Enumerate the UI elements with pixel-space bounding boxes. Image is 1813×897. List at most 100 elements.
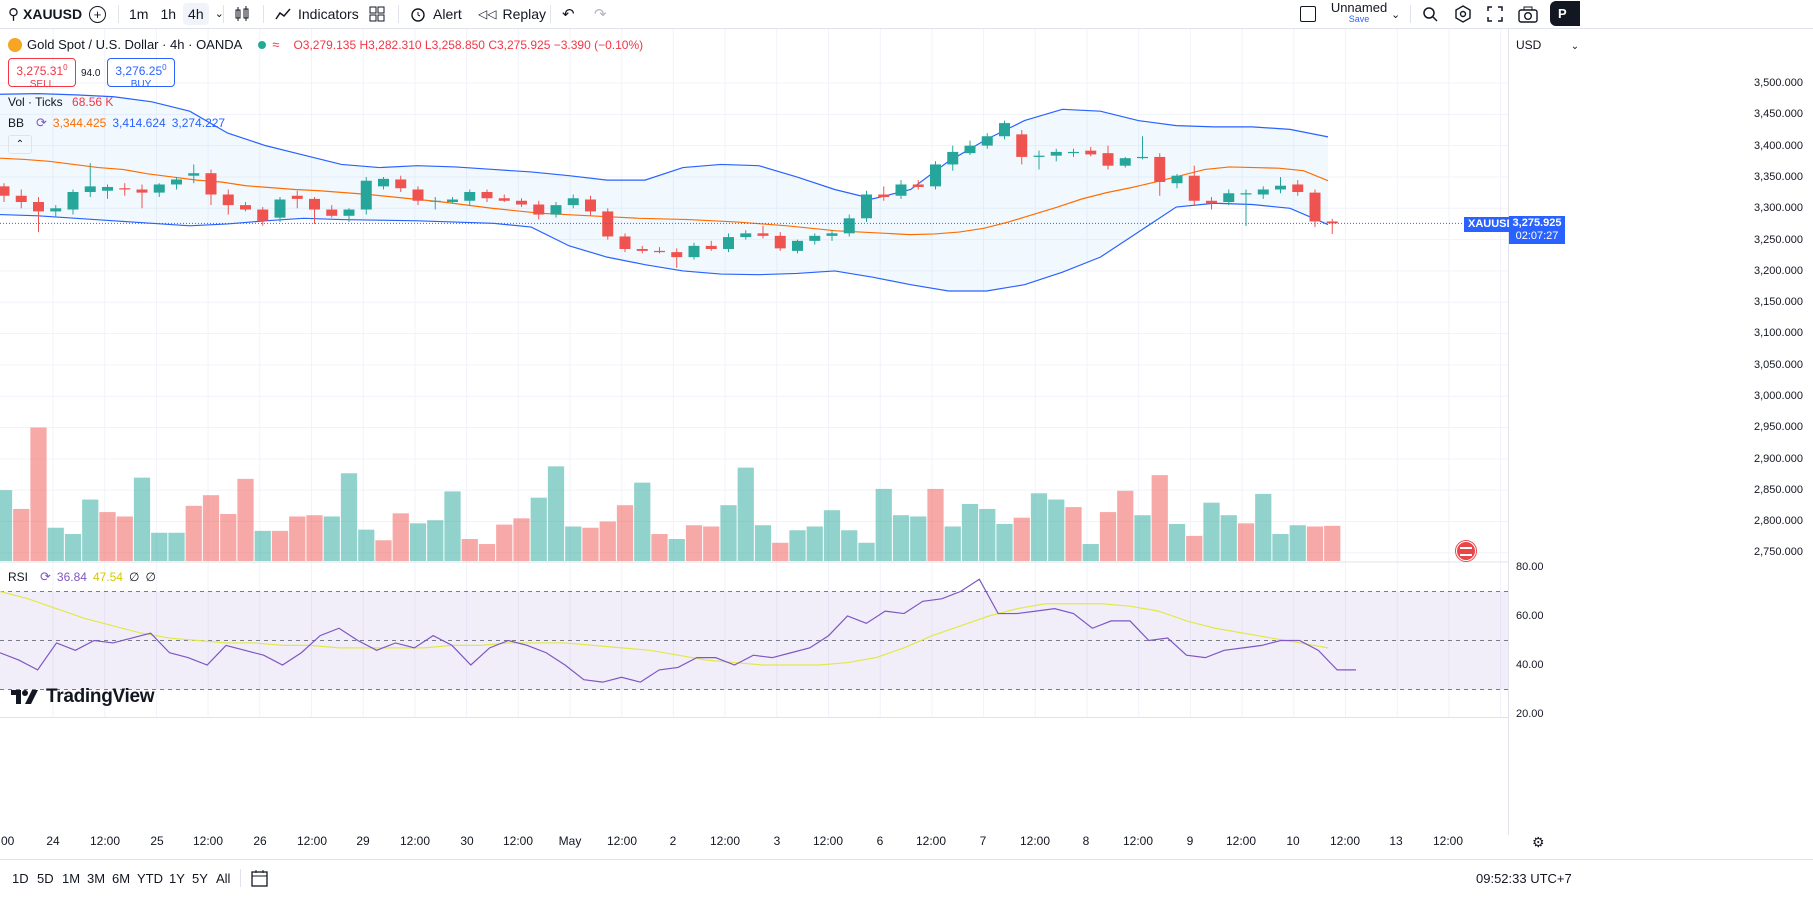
alert-button[interactable]: Alert bbox=[409, 0, 462, 28]
clock[interactable]: 09:52:33 UTC+7 bbox=[1476, 871, 1572, 886]
candle-body bbox=[360, 180, 372, 210]
volume-bar bbox=[1013, 517, 1030, 561]
snapshot-button[interactable] bbox=[1518, 0, 1538, 28]
rsi-legend[interactable]: RSI ⟳ 36.84 47.54 ∅ ∅ bbox=[8, 569, 156, 585]
chart-type-button[interactable] bbox=[233, 0, 251, 28]
gold-coin-icon bbox=[8, 37, 22, 52]
buy-button[interactable]: 3,276.250 BUY bbox=[107, 58, 175, 90]
range-3m[interactable]: 3M bbox=[87, 871, 106, 886]
price-axis[interactable] bbox=[1508, 29, 1813, 835]
range-5d[interactable]: 5D bbox=[37, 871, 54, 886]
price-label: 3,150.000 bbox=[1754, 296, 1803, 308]
volume-bar bbox=[892, 515, 910, 561]
range-6m[interactable]: 6M bbox=[112, 871, 131, 886]
volume-bar bbox=[1255, 493, 1272, 561]
candle-body bbox=[1275, 185, 1286, 190]
indicators-label: Indicators bbox=[298, 6, 359, 22]
candle-body bbox=[585, 199, 596, 212]
settings-button[interactable] bbox=[1454, 0, 1472, 28]
divider bbox=[240, 869, 241, 887]
candle-body bbox=[671, 252, 683, 258]
time-label: 30 bbox=[460, 834, 474, 848]
sell-button[interactable]: 3,275.310 SELL bbox=[8, 58, 76, 90]
candle-body bbox=[602, 211, 614, 237]
templates-button[interactable] bbox=[369, 0, 385, 28]
alert-label: Alert bbox=[433, 6, 462, 22]
range-ytd[interactable]: YTD bbox=[137, 871, 163, 886]
candle-body bbox=[654, 250, 665, 253]
volume-bar bbox=[30, 427, 47, 561]
candle-body bbox=[757, 233, 769, 236]
candle-body bbox=[723, 237, 734, 249]
indicators-button[interactable]: Indicators bbox=[274, 0, 359, 28]
publish-button[interactable]: P bbox=[1550, 1, 1580, 26]
replay-button[interactable]: ◁◁ Replay bbox=[478, 0, 546, 28]
candle-body bbox=[222, 194, 234, 206]
time-label: 12:00 bbox=[1225, 834, 1257, 848]
volume-bar bbox=[47, 527, 64, 561]
bb-basis-value: 3,344.425 bbox=[52, 116, 107, 130]
interval-1h[interactable]: 1h bbox=[160, 6, 177, 22]
candle-body bbox=[1050, 151, 1062, 156]
candle-body bbox=[981, 136, 993, 146]
volume-bar bbox=[358, 529, 375, 561]
currency-select[interactable]: USD ⌄ bbox=[1516, 38, 1579, 52]
buy-label: BUY bbox=[130, 79, 152, 90]
fullscreen-button[interactable] bbox=[1487, 0, 1503, 28]
candle-body bbox=[171, 179, 182, 185]
candle-body bbox=[326, 209, 338, 216]
volume-bar bbox=[841, 530, 858, 561]
layout-name-button[interactable]: Unnamed Save bbox=[1329, 1, 1389, 25]
chart-settings-button[interactable]: ⚙ bbox=[1532, 834, 1545, 851]
bb-background bbox=[0, 93, 1328, 291]
volume-legend[interactable]: Vol · Ticks 68.56 K bbox=[8, 95, 113, 109]
range-1y[interactable]: 1Y bbox=[169, 871, 185, 886]
time-label: 12:00 bbox=[1019, 834, 1051, 848]
range-all[interactable]: All bbox=[216, 871, 231, 886]
layout-menu-chevron[interactable]: ⌄ bbox=[1391, 0, 1400, 28]
candle-body bbox=[447, 199, 458, 203]
time-label: 26 bbox=[253, 834, 267, 848]
price-label: 3,050.000 bbox=[1754, 359, 1803, 371]
time-label: 12:00 bbox=[1329, 834, 1361, 848]
volume-bar bbox=[461, 539, 478, 561]
candle-body bbox=[378, 178, 389, 187]
rsi-ma-value: 47.54 bbox=[92, 570, 123, 584]
redo-button[interactable]: ↷ bbox=[594, 0, 607, 28]
volume-bar bbox=[1289, 525, 1306, 561]
chevron-down-icon[interactable]: ⌄ bbox=[214, 7, 224, 20]
candle-body bbox=[33, 202, 44, 212]
range-5y[interactable]: 5Y bbox=[192, 871, 208, 886]
collapse-legend-button[interactable]: ⌃ bbox=[8, 135, 32, 154]
price-label: 2,750.000 bbox=[1754, 546, 1803, 558]
candle-body bbox=[1223, 193, 1235, 203]
volume-bar bbox=[616, 505, 634, 561]
symbol-search[interactable]: ⚲ XAUUSD bbox=[8, 0, 82, 28]
undo-button[interactable]: ↶ bbox=[562, 0, 575, 28]
candle-body bbox=[498, 198, 510, 201]
divider bbox=[398, 5, 399, 23]
interval-4h[interactable]: 4h bbox=[183, 3, 209, 25]
us-flag-icon[interactable] bbox=[1456, 541, 1476, 561]
volume-bar bbox=[1117, 490, 1134, 561]
layout-checkbox[interactable] bbox=[1300, 0, 1316, 28]
range-1d[interactable]: 1D bbox=[12, 871, 29, 886]
time-label: 10 bbox=[1286, 834, 1300, 848]
legend-title[interactable]: Gold Spot / U.S. Dollar · 4h · OANDA bbox=[27, 37, 243, 52]
compare-button[interactable]: + bbox=[89, 0, 106, 28]
quick-search-button[interactable] bbox=[1421, 0, 1439, 28]
candle-body bbox=[205, 173, 217, 195]
goto-date-button[interactable] bbox=[250, 869, 270, 888]
chart-canvas[interactable] bbox=[0, 29, 1813, 859]
time-axis-border bbox=[0, 717, 1508, 718]
volume-bar bbox=[754, 525, 772, 561]
replay-label: Replay bbox=[502, 6, 547, 22]
rsi-axis-label: 60.00 bbox=[1516, 610, 1544, 622]
range-1m[interactable]: 1M bbox=[62, 871, 81, 886]
candle-body bbox=[636, 248, 648, 251]
volume-bar bbox=[1082, 544, 1099, 561]
volume-bar bbox=[237, 478, 254, 561]
bb-legend[interactable]: BB ⟳ 3,344.425 3,414.624 3,274.227 bbox=[8, 115, 225, 131]
candle-body bbox=[619, 236, 631, 249]
interval-1m[interactable]: 1m bbox=[129, 6, 149, 22]
